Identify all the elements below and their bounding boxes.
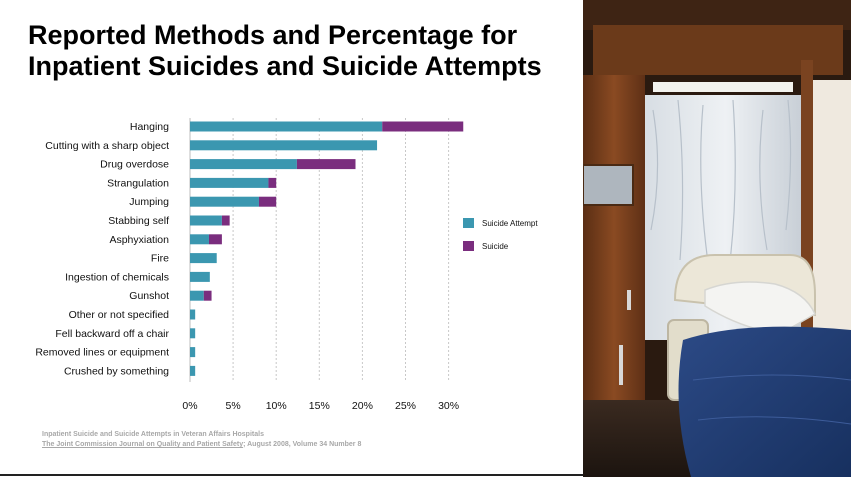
bottom-rule <box>0 474 585 476</box>
bar-suicide <box>382 121 464 132</box>
legend-swatch <box>463 241 474 251</box>
journal-name: The Joint Commission Journal on Quality … <box>42 441 244 448</box>
source-line-1: Inpatient Suicide and Suicide Attempts i… <box>42 431 264 438</box>
hospital-room-photo <box>583 0 851 477</box>
bar-suicide-attempt <box>190 253 217 264</box>
legend-swatch <box>463 218 474 228</box>
category-label: Stabbing self <box>108 215 169 227</box>
x-tick-label: 30% <box>438 400 459 412</box>
journal-details: ; August 2008, Volume 34 Number 8 <box>243 441 362 448</box>
slide-title: Reported Methods and Percentage for Inpa… <box>28 20 588 82</box>
bar-suicide <box>221 215 230 226</box>
category-label: Asphyxiation <box>109 234 169 246</box>
bar-suicide <box>208 234 222 245</box>
x-tick-label: 20% <box>352 400 373 412</box>
bar-suicide <box>268 177 277 188</box>
bar-suicide-attempt <box>190 290 204 301</box>
bar-suicide-attempt <box>190 271 210 282</box>
x-tick-label: 10% <box>266 400 287 412</box>
x-tick-label: 25% <box>395 400 416 412</box>
source-line-2: The Joint Commission Journal on Quality … <box>42 440 361 450</box>
category-label: Crushed by something <box>64 365 169 377</box>
bar-suicide-attempt <box>190 365 196 376</box>
blanket-folds <box>692 374 851 425</box>
x-tick-label: 5% <box>226 400 241 412</box>
bar-suicide-attempt <box>190 234 209 245</box>
glass-texture <box>650 99 792 271</box>
bar-suicide <box>258 196 277 207</box>
bar-suicide <box>203 290 212 301</box>
category-label: Cutting with a sharp object <box>45 140 169 152</box>
bar-suicide-attempt <box>190 347 196 358</box>
legend-label: Suicide Attempt <box>482 219 538 228</box>
legend-label: Suicide <box>482 242 509 251</box>
category-label: Fire <box>151 253 169 265</box>
category-label: Hanging <box>130 121 169 133</box>
bar-suicide-attempt <box>190 121 383 132</box>
cabinet-window <box>583 164 634 206</box>
bar-suicide-attempt <box>190 140 378 151</box>
category-label: Fell backward off a chair <box>55 328 169 340</box>
x-tick-label: 0% <box>182 400 197 412</box>
blue-blanket <box>678 326 851 477</box>
bar-suicide-attempt <box>190 196 259 207</box>
category-label: Drug overdose <box>100 159 169 171</box>
source-citation: Inpatient Suicide and Suicide Attempts i… <box>42 430 361 450</box>
ceiling-light <box>653 82 793 92</box>
bar-suicide-attempt <box>190 177 269 188</box>
category-label: Strangulation <box>107 177 169 189</box>
cabinet-handle-upper <box>627 290 631 310</box>
category-label: Removed lines or equipment <box>35 347 169 359</box>
bar-suicide-attempt <box>190 159 297 170</box>
bar-suicide-attempt <box>190 309 196 320</box>
x-tick-label: 15% <box>309 400 330 412</box>
category-label: Ingestion of chemicals <box>65 271 169 283</box>
pillow <box>704 281 816 335</box>
title-line-1: Reported Methods and Percentage for <box>28 20 518 50</box>
title-line-2: Inpatient Suicides and Suicide Attempts <box>28 51 542 81</box>
bar-suicide-attempt <box>190 215 222 226</box>
bar-chart: Hanging Cutting with a sharp object Drug o… <box>35 118 538 412</box>
category-label: Jumping <box>129 196 169 208</box>
cabinet-handle-lower <box>619 345 623 385</box>
category-label: Gunshot <box>129 290 169 302</box>
bar-suicide-attempt <box>190 328 196 339</box>
category-label: Other or not specified <box>69 309 170 321</box>
bar-suicide <box>296 159 356 170</box>
